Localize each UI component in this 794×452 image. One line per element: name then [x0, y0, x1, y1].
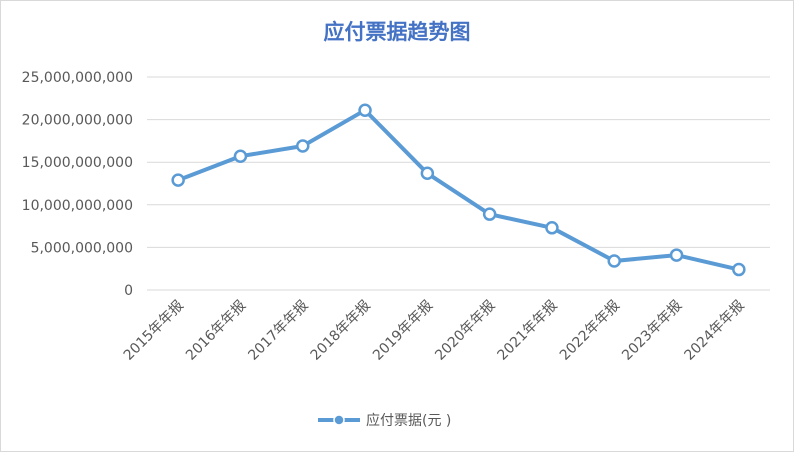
data-point [358, 103, 372, 117]
y-tick-label: 20,000,000,000 [22, 113, 133, 129]
x-tick-label: 2017年年报 [245, 298, 311, 364]
y-tick-label: 25,000,000,000 [22, 70, 133, 86]
x-tick-label: 2020年年报 [432, 298, 498, 364]
data-point [171, 173, 185, 187]
x-tick-label: 2015年年报 [121, 298, 187, 364]
data-point [233, 149, 248, 163]
y-axis-ticks: 0 5,000,000,000 10,000,000,000 15,000,000,0… [22, 70, 133, 299]
x-tick-label: 2016年年报 [183, 298, 249, 364]
y-tick-label: 0 [124, 283, 133, 299]
legend-marker-swatch [333, 414, 345, 426]
y-tick-label: 15,000,000,000 [22, 155, 133, 171]
data-point [482, 207, 497, 221]
x-tick-label: 2023年年报 [619, 298, 685, 364]
y-tick-label: 10,000,000,000 [22, 198, 133, 214]
data-point [296, 139, 310, 153]
series-layer [171, 103, 746, 277]
gridlines [147, 76, 770, 291]
x-axis-ticks: 2015年年报2016年年报2017年年报2018年年报2019年年报2020年… [121, 298, 748, 364]
data-point [607, 254, 621, 268]
legend-entry-label: 应付票据(元 ) [366, 412, 451, 429]
legend: 应付票据(元 ) [318, 412, 451, 429]
chart-title: 应付票据趋势图 [323, 20, 471, 44]
x-tick-label: 2019年年报 [370, 298, 436, 364]
data-point [545, 221, 559, 235]
y-tick-label: 5,000,000,000 [31, 240, 133, 256]
x-tick-label: 2022年年报 [557, 298, 623, 364]
x-tick-label: 2024年年报 [681, 298, 747, 364]
x-tick-label: 2021年年报 [495, 298, 561, 364]
data-point [669, 248, 684, 262]
series-line [176, 108, 741, 272]
data-point [732, 262, 746, 277]
x-tick-label: 2018年年报 [308, 298, 374, 364]
data-point [420, 166, 435, 181]
